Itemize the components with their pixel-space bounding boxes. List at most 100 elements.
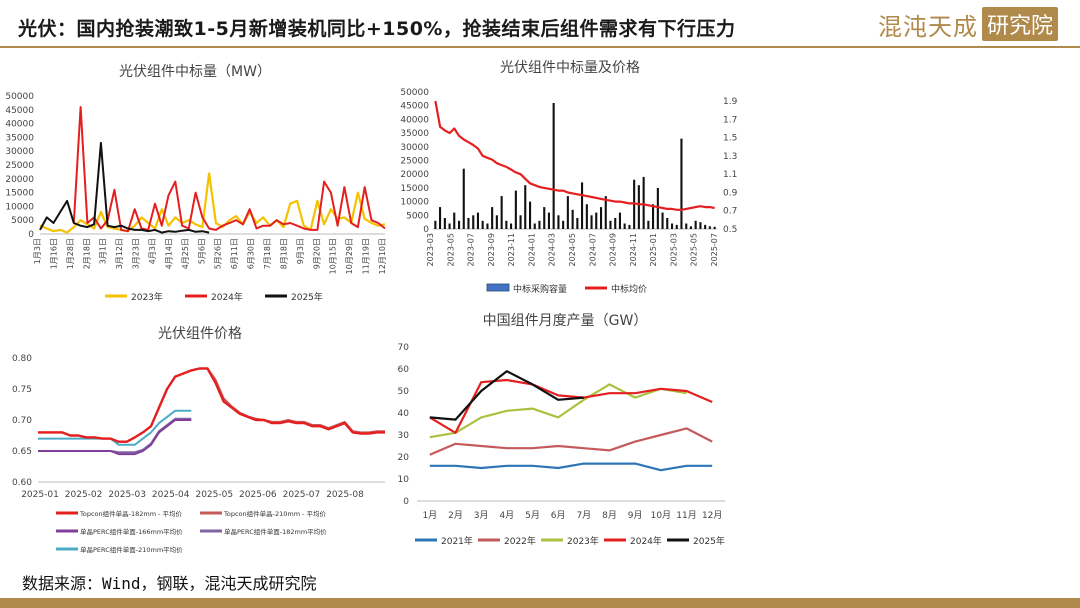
logo-box-text: 研究院 [981, 7, 1058, 41]
x-tick-label: 2023-09 [487, 233, 496, 266]
bar [595, 212, 598, 229]
bar [519, 215, 522, 229]
x-tick-label: 3月1日 [99, 238, 108, 264]
series-line-Topcon组件单晶-182mm - 平均价 [38, 367, 385, 443]
bar [585, 204, 588, 229]
legend-label-Topcon组件单晶-210mm - 平均价: Topcon组件单晶-210mm - 平均价 [223, 509, 327, 518]
y-tick-label: 0.60 [12, 478, 32, 488]
bar [472, 215, 475, 229]
y-tick-label: 70 [398, 343, 410, 353]
x-tick-label: 10月 [651, 510, 671, 521]
legend-item-2023年-label: 2023年 [567, 535, 599, 547]
y-tick-label: 60 [398, 365, 410, 375]
x-tick-label: 2025-07 [283, 490, 321, 500]
x-tick-label: 10月29日 [345, 238, 354, 274]
legend-item-2025年-label: 2025年 [291, 291, 323, 303]
bar [642, 176, 645, 229]
bar [671, 223, 674, 229]
x-tick-label: 2025-06 [239, 490, 277, 500]
bar [500, 196, 503, 229]
chart-title: 光伏组件中标量（MW） [119, 64, 271, 80]
chart-bid-volume: 光伏组件中标量（MW） 0 5000 10000 15000 20000 25000 3000… [5, 64, 387, 303]
y-tick-label: 10000 [400, 198, 429, 208]
footer-bar [0, 598, 1080, 608]
x-tick-label: 2月 [448, 510, 463, 521]
bar [623, 223, 626, 229]
x-tick-label: 8月18日 [279, 238, 288, 269]
bar [581, 182, 584, 229]
bar [443, 218, 446, 229]
y-tick-label: 20 [398, 453, 410, 463]
bar [439, 207, 442, 229]
bar [628, 224, 631, 229]
x-tick-label: 2025-05 [690, 233, 699, 266]
x-tick-label: 2023-03 [426, 233, 435, 266]
x-tick-label: 7月18日 [263, 238, 272, 269]
legend-item-2023年-label: 2023年 [131, 291, 163, 303]
y2-tick-label: 1.7 [723, 115, 737, 125]
y-tick-label: 25000 [5, 161, 34, 171]
series-line-2025年 [39, 141, 210, 234]
bar [557, 215, 560, 229]
y-tick-label: 20000 [400, 170, 429, 180]
legend-label-单晶PERC组件单面-210mm平均价: 单晶PERC组件单面-210mm平均价 [80, 545, 183, 554]
y-tick-label: 50000 [5, 92, 34, 102]
y-tick-label: 45000 [400, 102, 429, 112]
x-tick-label: 4月3日 [148, 238, 157, 264]
x-tick-label: 6月11日 [230, 238, 239, 269]
x-tick-label: 4月14日 [164, 238, 173, 269]
bar [699, 222, 702, 229]
legend-label-单晶PERC组件单面-182mm平均价: 单晶PERC组件单面-182mm平均价 [224, 527, 327, 536]
x-tick-label: 9月20日 [312, 238, 321, 269]
legend-label-Topcon组件单晶-182mm - 平均价: Topcon组件单晶-182mm - 平均价 [79, 509, 183, 518]
legend-label-单晶PERC组件单面-166mm平均价: 单晶PERC组件单面-166mm平均价 [80, 527, 183, 536]
x-tick-label: 2024-01 [527, 233, 536, 266]
series-line-2024年 [72, 106, 386, 233]
x-tick-label: 2024-11 [629, 233, 638, 266]
y-tick-label: 50 [398, 387, 410, 397]
y2-tick-label: 0.9 [723, 188, 738, 198]
y2-tick-label: 1.3 [723, 152, 737, 162]
x-tick-label: 4月 [499, 510, 514, 521]
x-tick-label: 2025-08 [326, 490, 364, 500]
bar [467, 218, 470, 229]
bar [618, 212, 621, 229]
y-tick-label: 50000 [400, 88, 429, 98]
legend-item-2024年-label: 2024年 [211, 291, 243, 303]
series-line-2022年 [429, 427, 713, 456]
y2-tick-label: 0.5 [723, 225, 737, 235]
x-tick-label: 2023-11 [507, 233, 516, 266]
y-tick-label: 0.70 [12, 416, 32, 426]
bar [713, 226, 716, 229]
bar [505, 220, 508, 229]
series-line-单晶PERC组件单面-166mm平均价 [38, 419, 192, 456]
bar [495, 215, 498, 229]
y-tick-label: 35000 [400, 129, 429, 139]
x-tick-label: 5月 [525, 510, 540, 521]
bar [708, 226, 711, 229]
x-tick-label: 2025-03 [669, 233, 678, 266]
x-tick-label: 2025-02 [65, 490, 103, 500]
bar [675, 224, 678, 229]
logo-text: 混沌天成 [877, 12, 978, 41]
bar [547, 212, 550, 229]
legend-item-2022年-label: 2022年 [504, 535, 536, 547]
bar [576, 218, 579, 229]
y-tick-label: 20000 [5, 175, 34, 185]
bar [614, 218, 617, 229]
series-line-Topcon组件单晶-210mm - 平均价 [38, 367, 385, 443]
x-tick-label: 2024-09 [609, 233, 618, 266]
bar [647, 220, 650, 229]
page-title: 光伏：国内抢装潮致1-5月新增装机同比+150%，抢装结束后组件需求有下行压力 [18, 18, 736, 40]
bar [514, 190, 517, 229]
x-tick-label: 2025-01 [21, 490, 59, 500]
bar [680, 138, 683, 229]
bar [462, 168, 465, 229]
chart-title: 光伏组件中标量及价格 [500, 60, 640, 76]
x-tick-label: 6月 [551, 510, 566, 521]
chart-title: 中国组件月度产量（GW） [483, 313, 648, 329]
x-tick-label: 3月23日 [132, 238, 141, 269]
y-tick-label: 30000 [5, 147, 34, 157]
series-line-2021年 [429, 462, 713, 472]
bar [704, 224, 707, 229]
